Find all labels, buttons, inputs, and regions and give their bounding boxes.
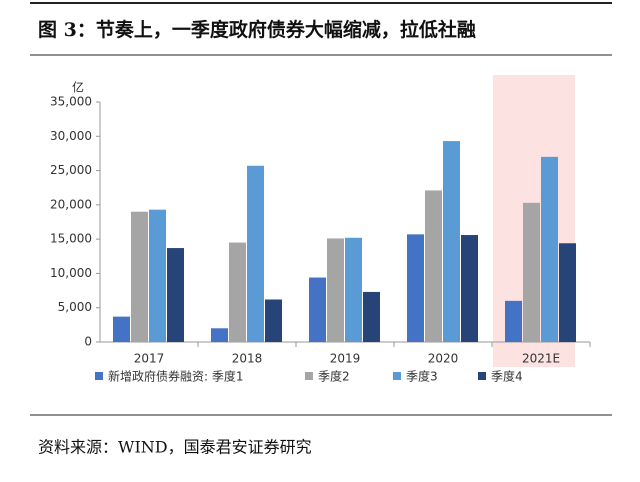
y-tick-label: 0 <box>84 335 92 349</box>
bar <box>345 237 362 342</box>
x-tick-label: 2018 <box>232 352 263 366</box>
bar <box>265 299 282 342</box>
legend-label: 季度4 <box>491 369 523 384</box>
bar <box>505 300 522 342</box>
source: 资料来源：WIND，国泰君安证券研究 <box>38 438 312 457</box>
bar <box>247 165 264 342</box>
y-tick-label: 20,000 <box>50 197 92 211</box>
y-tick-label: 10,000 <box>50 266 92 280</box>
bar <box>363 291 380 342</box>
x-tick-label: 2017 <box>134 352 165 366</box>
legend-swatch <box>393 372 401 380</box>
bar <box>211 328 228 342</box>
bar <box>309 277 326 342</box>
x-tick-label: 2019 <box>330 352 361 366</box>
bar <box>443 141 460 342</box>
y-tick-label: 35,000 <box>50 95 92 109</box>
bar <box>461 235 478 342</box>
y-tick-label: 25,000 <box>50 163 92 177</box>
bar <box>229 242 246 342</box>
legend-label: 季度3 <box>406 369 438 384</box>
x-tick-label: 2020 <box>428 352 459 366</box>
bar <box>113 316 130 342</box>
bar <box>167 248 184 342</box>
bar <box>425 190 442 342</box>
bar <box>541 156 558 342</box>
legend-swatch <box>95 372 103 380</box>
y-tick-label: 30,000 <box>50 129 92 143</box>
x-tick-label: 2021E <box>522 352 560 366</box>
legend-label: 季度2 <box>318 369 350 384</box>
chart-title: 图 3：节奏上，一季度政府债券大幅缩减，拉低社融 <box>38 18 476 41</box>
y-tick-label: 5,000 <box>58 300 92 314</box>
bar <box>131 211 148 342</box>
y-tick-label: 15,000 <box>50 232 92 246</box>
bar <box>523 202 540 342</box>
legend-swatch <box>478 372 486 380</box>
bar <box>559 243 576 342</box>
bar <box>407 234 424 342</box>
y-axis-label: 亿 <box>72 80 84 95</box>
bar <box>327 238 344 342</box>
bar <box>149 209 166 342</box>
legend-swatch <box>305 372 313 380</box>
legend-label: 新增政府债券融资: 季度1 <box>108 369 244 384</box>
